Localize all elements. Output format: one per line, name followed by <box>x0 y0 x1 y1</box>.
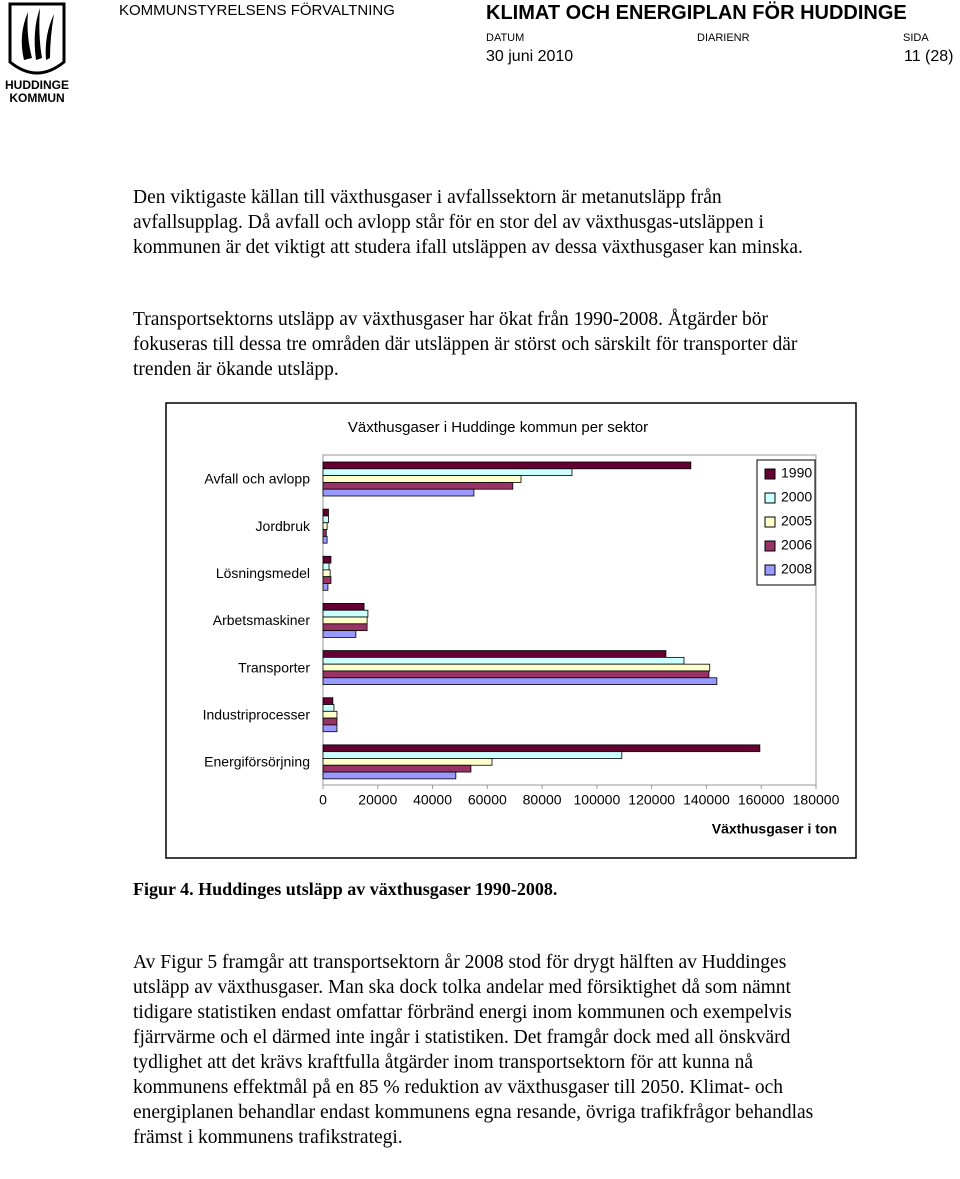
x-tick-label: 20000 <box>358 792 397 808</box>
legend-swatch <box>764 516 776 528</box>
legend-label: 2005 <box>781 513 812 529</box>
bar <box>322 744 761 753</box>
legend-swatch <box>764 540 776 552</box>
x-tick-label: 100000 <box>574 792 621 808</box>
legend-swatch <box>764 564 776 576</box>
bar <box>322 771 457 780</box>
bar <box>322 758 493 766</box>
legend-swatch <box>764 468 776 480</box>
y-tick-label: Avfall och avlopp <box>204 471 310 487</box>
bar <box>322 609 369 618</box>
bar <box>322 751 623 759</box>
caption: Figur 4. Huddinges utsläpp av växthusgas… <box>133 879 558 899</box>
y-tick-label: Jordbruk <box>256 518 311 534</box>
bar <box>322 515 329 524</box>
bar <box>322 697 334 705</box>
bar <box>322 522 328 530</box>
logo: HUDDINGE KOMMUN <box>8 2 66 75</box>
date: 30 juni 2010 <box>486 48 574 65</box>
x-tick-label: 120000 <box>628 792 675 808</box>
ref-label: DIARIENR <box>697 32 750 44</box>
y-tick-label: Arbetsmaskiner <box>213 612 311 628</box>
bar <box>322 461 692 470</box>
bar <box>322 656 685 665</box>
bar <box>322 583 329 591</box>
y-tick-label: Lösningsmedel <box>216 565 310 581</box>
x-tick-label: 60000 <box>468 792 507 808</box>
x-tick-label: 160000 <box>738 792 785 808</box>
legend <box>756 459 816 586</box>
bar <box>322 710 338 719</box>
plot-area <box>322 454 817 786</box>
bar <box>322 569 331 578</box>
bar <box>322 529 327 537</box>
bar <box>322 468 573 476</box>
bar <box>322 650 667 658</box>
x-tick-label: 80000 <box>523 792 562 808</box>
bar <box>322 576 332 584</box>
bar <box>322 535 328 544</box>
bar <box>322 663 711 672</box>
bar <box>322 704 335 712</box>
y-tick-label: Industriprocesser <box>203 706 311 722</box>
chart: Växthusgaser i Huddinge kommun per sekto… <box>165 402 857 859</box>
paragraph: Av Figur 5 framgår att transportsektorn … <box>133 952 814 1148</box>
paragraph: Transportsektorns utsläpp av växthusgase… <box>133 309 798 380</box>
bar <box>322 677 718 685</box>
legend-label: 2006 <box>781 537 812 553</box>
legend-label: 2000 <box>781 489 812 505</box>
date-label: DATUM <box>486 32 525 44</box>
bar <box>322 488 475 497</box>
y-tick-label: Transporter <box>238 659 310 675</box>
department: KOMMUNSTYRELSENS FÖRVALTNING <box>119 2 395 19</box>
legend-swatch <box>764 492 776 504</box>
x-axis-title: Växthusgaser i ton <box>712 821 837 837</box>
bar <box>322 603 365 611</box>
x-tick-label: 40000 <box>413 792 452 808</box>
bar <box>322 508 329 517</box>
bar <box>322 717 338 726</box>
legend-label: 2008 <box>781 561 812 577</box>
x-tick-label: 140000 <box>683 792 730 808</box>
paragraph: Den viktigaste källan till växthusgaser … <box>133 187 803 258</box>
bar <box>322 475 522 483</box>
bar <box>322 670 710 679</box>
doc-title: KLIMAT OCH ENERGIPLAN FÖR HUDDINGE <box>486 2 907 24</box>
bar <box>322 555 332 564</box>
bar <box>322 764 472 773</box>
page-number: 11 (28) <box>904 48 954 65</box>
bar <box>322 481 514 490</box>
x-tick-label: 0 <box>319 792 327 808</box>
page-label: SIDA <box>903 32 929 44</box>
y-tick-label: Energiförsörjning <box>204 754 310 770</box>
bar <box>322 630 357 638</box>
bar <box>322 616 368 625</box>
logo-label: HUDDINGE KOMMUN <box>4 78 69 105</box>
x-tick-label: 180000 <box>793 792 840 808</box>
bar <box>322 724 338 733</box>
bar <box>322 623 368 632</box>
bar <box>322 562 330 571</box>
chart-title: Växthusgaser i Huddinge kommun per sekto… <box>348 419 648 436</box>
legend-label: 1990 <box>781 465 812 481</box>
